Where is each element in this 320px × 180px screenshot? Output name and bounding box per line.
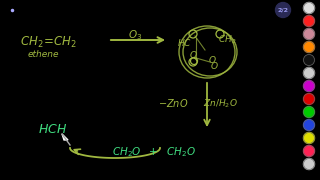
Circle shape — [303, 93, 315, 105]
Circle shape — [276, 3, 291, 17]
Text: $O$: $O$ — [189, 49, 198, 60]
Text: $CH_2$: $CH_2$ — [218, 33, 236, 46]
Text: $O$: $O$ — [210, 60, 219, 71]
Text: $CH_2\!=\!CH_2$: $CH_2\!=\!CH_2$ — [20, 35, 77, 50]
Circle shape — [303, 55, 315, 66]
Circle shape — [303, 107, 315, 118]
Text: $CH_2O\ \ +\ \ CH_2O$: $CH_2O\ \ +\ \ CH_2O$ — [112, 145, 196, 159]
Circle shape — [303, 159, 315, 170]
Text: $HC$: $HC$ — [177, 37, 192, 48]
Circle shape — [303, 15, 315, 26]
Text: $Zn/H_2O$: $Zn/H_2O$ — [203, 97, 238, 109]
Circle shape — [303, 145, 315, 156]
Circle shape — [303, 80, 315, 91]
Circle shape — [303, 28, 315, 39]
Circle shape — [303, 132, 315, 143]
Text: $HCH$: $HCH$ — [38, 123, 67, 136]
Text: $-ZnO$: $-ZnO$ — [158, 97, 188, 109]
Text: $O$: $O$ — [208, 54, 217, 65]
Circle shape — [303, 68, 315, 78]
Polygon shape — [62, 134, 68, 140]
Text: ethene: ethene — [28, 50, 60, 59]
Circle shape — [303, 42, 315, 53]
Text: $O_3$: $O_3$ — [128, 28, 142, 42]
Circle shape — [303, 120, 315, 130]
Text: 2/2: 2/2 — [277, 8, 289, 12]
Circle shape — [303, 3, 315, 14]
